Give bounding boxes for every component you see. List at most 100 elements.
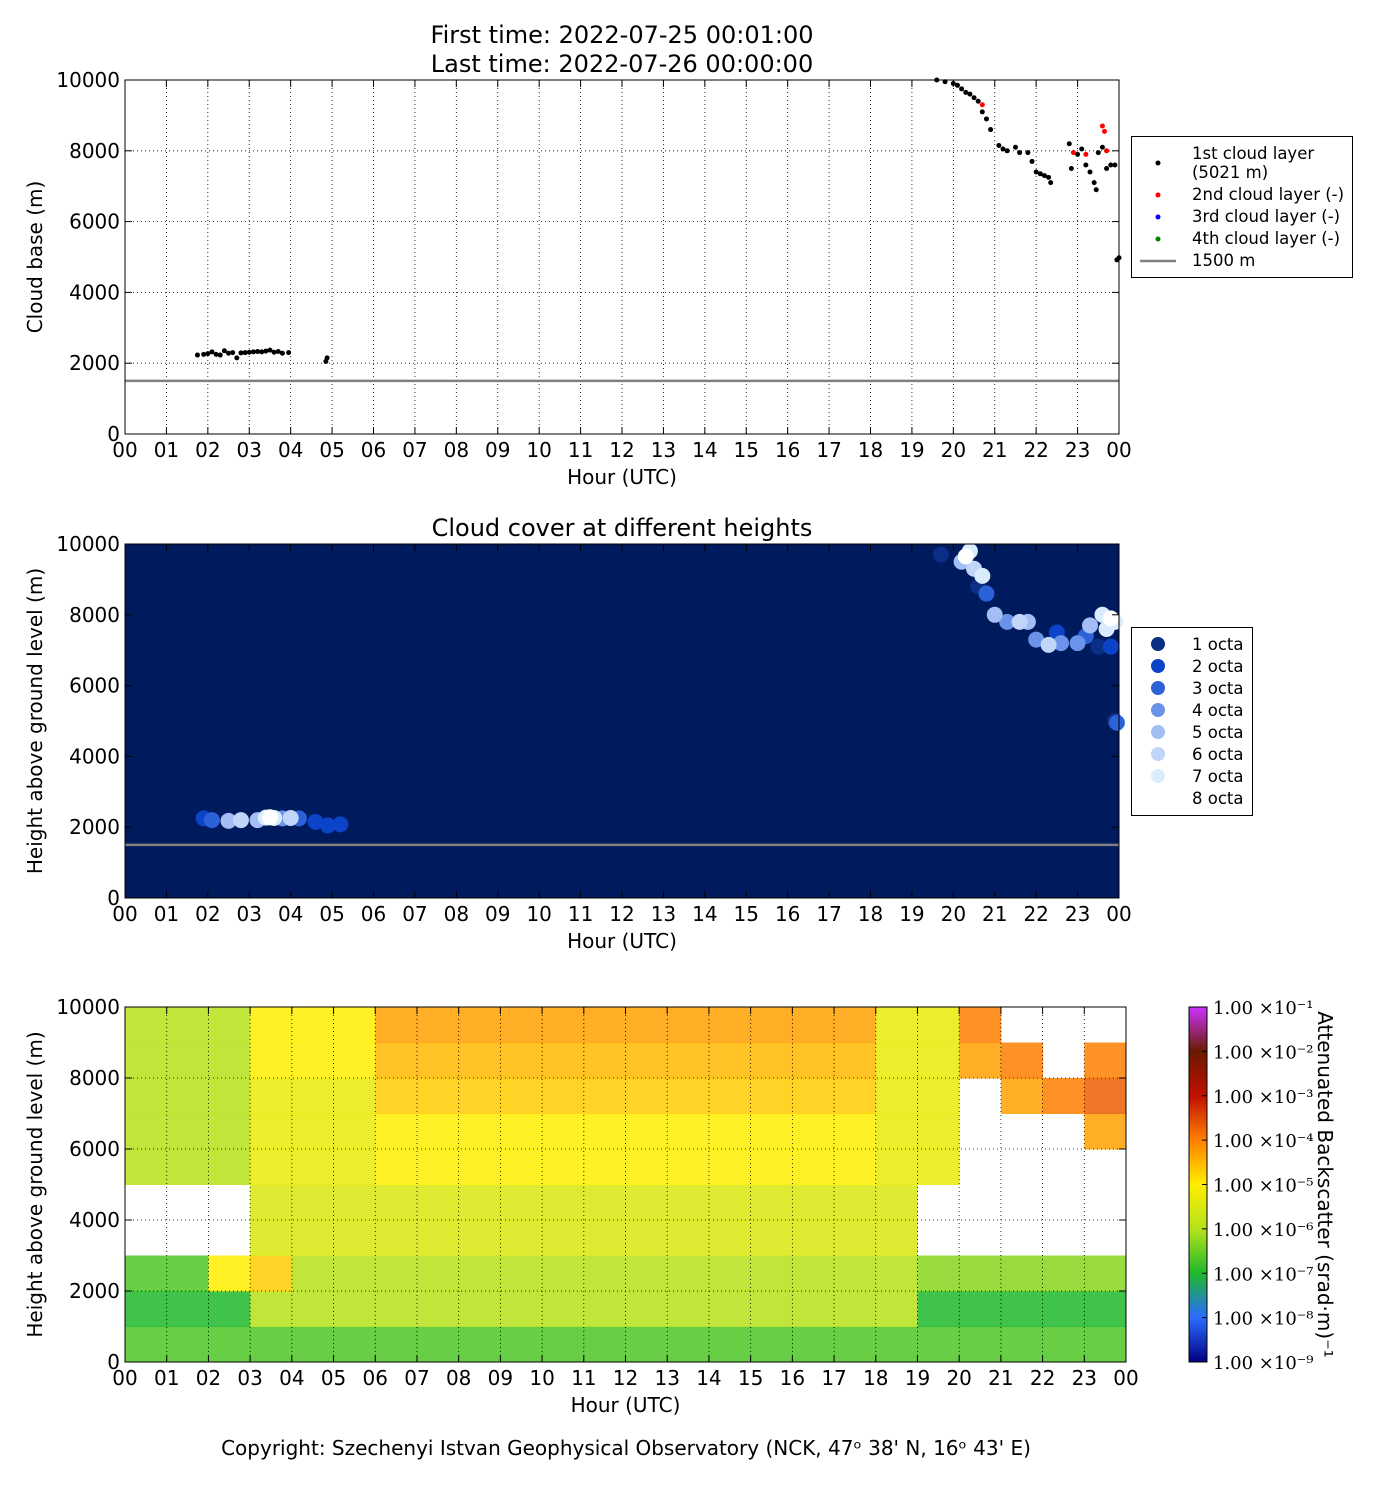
point: [271, 349, 277, 355]
point: [1075, 151, 1081, 157]
heatmap-cell: [625, 1113, 668, 1150]
x-tick-label: 13: [654, 1366, 679, 1390]
point: [217, 352, 223, 358]
heatmap-cell: [875, 1220, 918, 1256]
x-tick-label: 10: [529, 1366, 554, 1390]
y-tick-label: 0: [107, 886, 120, 910]
heatmap-cell: [625, 1326, 668, 1363]
heatmap-cell: [583, 1042, 626, 1079]
heatmap-cell: [375, 1149, 418, 1185]
point: [1112, 162, 1118, 168]
x-tick-label: 16: [780, 1366, 805, 1390]
heatmap-cell: [458, 1149, 501, 1185]
legend-dot: [1151, 747, 1165, 761]
colorbar-tick-label: 1.00 ×10⁻⁷: [1213, 1264, 1314, 1285]
x-tick-label: 18: [858, 438, 883, 462]
heatmap-cell: [750, 1255, 793, 1292]
point: [1040, 636, 1057, 653]
heatmap-cell: [667, 1184, 710, 1221]
heatmap-cell: [208, 1007, 251, 1043]
heatmap-cell: [1084, 1042, 1127, 1079]
point: [1104, 166, 1110, 171]
heatmap-cell: [375, 1326, 418, 1363]
x-tick-label: 07: [404, 1366, 429, 1390]
heatmap-cell: [166, 1326, 209, 1363]
point: [226, 350, 232, 356]
heatmap-cell: [291, 1042, 335, 1079]
heatmap-cell: [1084, 1078, 1127, 1114]
x-tick-label: 08: [444, 902, 469, 926]
heatmap-cell: [1000, 1326, 1044, 1363]
heatmap-cell: [750, 1078, 793, 1114]
heatmap-cell: [1084, 1326, 1127, 1363]
heatmap-cell: [333, 1291, 376, 1327]
plot-area: [125, 544, 1119, 898]
legend-marker: [1151, 703, 1165, 717]
heatmap-cell: [1084, 1255, 1127, 1292]
heatmap-cell: [583, 1184, 626, 1221]
heatmap-cell: [542, 1184, 585, 1221]
legend-marker: [1155, 160, 1161, 166]
x-tick-label: 16: [775, 902, 800, 926]
point: [259, 349, 265, 355]
panel: 1.00 ×10⁻⁹ 1.00 ×10⁻⁸ 1.00 ×10⁻⁷ 1.00 ×10⁻⁶…: [23, 995, 1337, 1417]
legend-entry: 2 octa: [1138, 657, 1244, 676]
x-tick-label: 00: [1106, 902, 1131, 926]
heatmap-cell: [250, 1113, 293, 1150]
point: [324, 355, 330, 361]
x-tick-label: 06: [363, 1366, 388, 1390]
point: [1108, 162, 1114, 168]
colorbar-tick-label: 1.00 ×10⁻¹: [1213, 998, 1314, 1019]
heatmap-cell: [375, 1042, 418, 1079]
heatmap-cell: [959, 1326, 1002, 1363]
x-tick-label: 04: [279, 1366, 304, 1390]
heatmap-cell: [375, 1184, 418, 1221]
x-tick-label: 07: [402, 902, 427, 926]
panel: 00 01 02 03 04 05 06 07 08 09 10 11 12 13 14 15 16 17 18 19…: [23, 514, 1132, 953]
legend-label: 5 octa: [1192, 722, 1244, 742]
point: [1091, 180, 1097, 186]
heatmap-cell: [416, 1326, 460, 1363]
heatmap-cell: [166, 1255, 209, 1292]
heatmap-cell: [542, 1007, 585, 1043]
heatmap-cell: [542, 1326, 585, 1363]
chart-title: Cloud cover at different heights: [432, 514, 813, 542]
point: [1099, 123, 1105, 129]
heatmap-cell: [208, 1149, 251, 1185]
heatmap-cell: [333, 1078, 376, 1114]
heatmap-cell: [750, 1113, 793, 1150]
heatmap-cell: [625, 1149, 668, 1185]
point: [194, 352, 200, 358]
x-tick-label: 00: [1113, 1366, 1138, 1390]
x-tick-label: 12: [609, 902, 634, 926]
x-tick-label: 03: [237, 902, 262, 926]
legend-marker: [1155, 214, 1161, 219]
point: [942, 79, 948, 85]
heatmap-cell: [416, 1220, 460, 1256]
heatmap-cell: [834, 1113, 877, 1150]
heatmap-cell: [333, 1220, 376, 1256]
heatmap-cell: [291, 1291, 335, 1327]
point: [996, 142, 1002, 148]
x-tick-label: 20: [941, 902, 966, 926]
point: [1053, 635, 1070, 652]
legend-label: 1 octa: [1192, 634, 1244, 654]
heatmap-cell: [208, 1291, 251, 1327]
point: [220, 812, 237, 829]
point: [279, 350, 285, 356]
heatmap-cell: [625, 1255, 668, 1292]
heatmap-cell: [500, 1042, 543, 1079]
heatmap-cell: [625, 1042, 668, 1079]
colorbar-tick-label: 1.00 ×10⁻⁸: [1213, 1309, 1314, 1330]
legend-dot: [1151, 791, 1165, 805]
legend: 1st cloud layer (5021 m) 2nd cloud layer …: [1131, 136, 1354, 278]
colorbar-tick-label: 1.00 ×10⁻²: [1213, 1042, 1314, 1063]
x-tick-label: 15: [734, 438, 759, 462]
heatmap-cell: [250, 1184, 293, 1221]
heatmap-cell: [166, 1149, 209, 1185]
x-tick-label: 12: [613, 1366, 638, 1390]
heatmap-cell: [250, 1291, 293, 1327]
point: [986, 606, 1003, 623]
y-tick-label: 2000: [69, 351, 120, 375]
heatmap-cell: [917, 1078, 960, 1114]
